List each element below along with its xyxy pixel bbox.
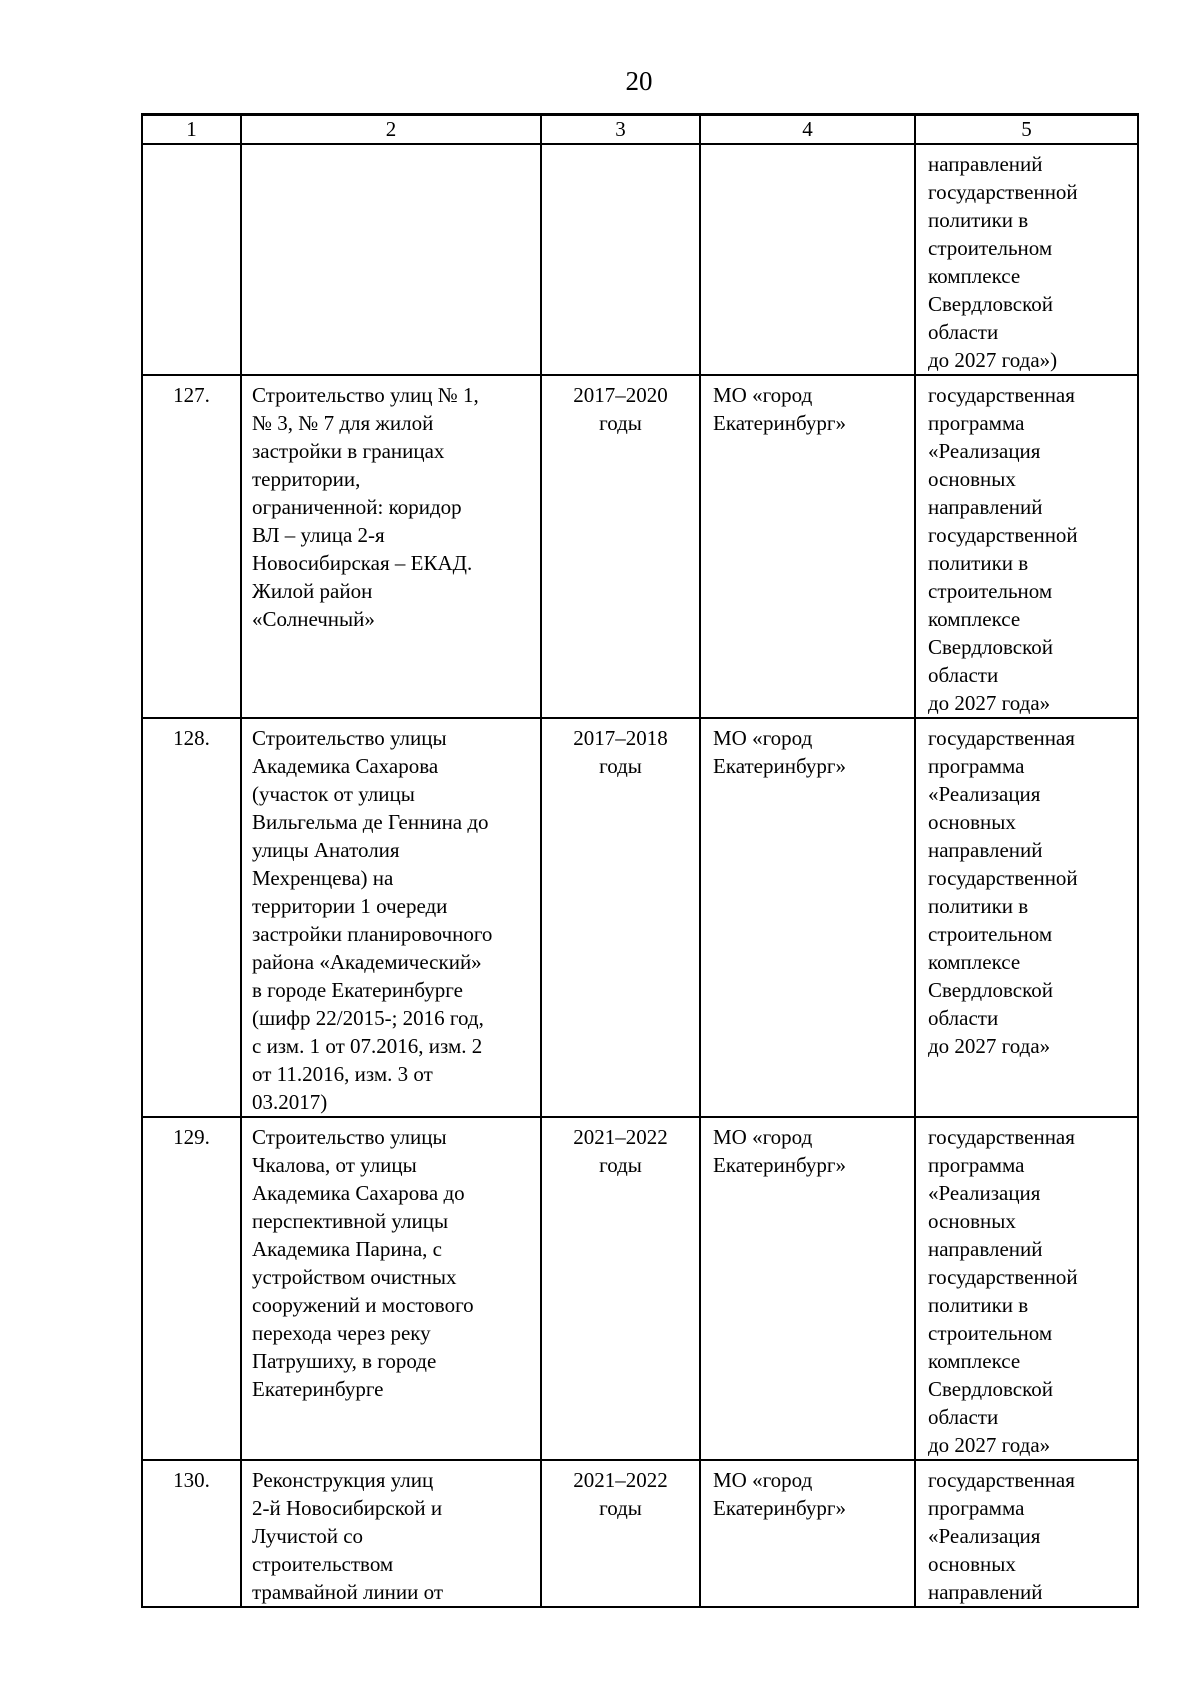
page-number: 20: [625, 66, 653, 96]
column-header-3: 3: [540, 113, 701, 145]
row-number-cell: 130.: [141, 1459, 242, 1608]
row-number-cell: [141, 143, 242, 376]
program-cell: государственная программа «Реализация ос…: [914, 374, 1139, 719]
row-number-cell: 128.: [141, 717, 242, 1118]
column-header-1: 1: [141, 113, 242, 145]
object-name-cell: Строительство улицы Академика Сахарова (…: [240, 717, 542, 1118]
object-name-cell: Строительство улиц № 1, № 3, № 7 для жил…: [240, 374, 542, 719]
municipality-cell: МО «город Екатеринбург»: [699, 1116, 916, 1461]
object-name-cell: [240, 143, 542, 376]
period-cell: 2021–2022 годы: [540, 1459, 701, 1608]
table-row-130: 130. Реконструкция улиц 2-й Новосибирско…: [141, 1459, 1139, 1608]
projects-table: 1 2 3 4 5 направлений государственной по…: [141, 113, 1139, 1608]
object-name-cell: Строительство улицы Чкалова, от улицы Ак…: [240, 1116, 542, 1461]
period-cell: 2021–2022 годы: [540, 1116, 701, 1461]
object-name-cell: Реконструкция улиц 2-й Новосибирской и Л…: [240, 1459, 542, 1608]
program-cell: направлений государственной политики в с…: [914, 143, 1139, 376]
period-cell: 2017–2018 годы: [540, 717, 701, 1118]
municipality-cell: [699, 143, 916, 376]
municipality-cell: МО «город Екатеринбург»: [699, 717, 916, 1118]
table-header-row: 1 2 3 4 5: [141, 113, 1139, 145]
period-cell: 2017–2020 годы: [540, 374, 701, 719]
program-cell: государственная программа «Реализация ос…: [914, 717, 1139, 1118]
row-number-cell: 127.: [141, 374, 242, 719]
column-header-4: 4: [699, 113, 916, 145]
program-cell: государственная программа «Реализация ос…: [914, 1459, 1139, 1608]
municipality-cell: МО «город Екатеринбург»: [699, 374, 916, 719]
period-cell: [540, 143, 701, 376]
municipality-cell: МО «город Екатеринбург»: [699, 1459, 916, 1608]
table-row-127: 127. Строительство улиц № 1, № 3, № 7 дл…: [141, 374, 1139, 719]
column-header-2: 2: [240, 113, 542, 145]
table-row-128: 128. Строительство улицы Академика Сахар…: [141, 717, 1139, 1118]
program-cell: государственная программа «Реализация ос…: [914, 1116, 1139, 1461]
table-row-continuation: направлений государственной политики в с…: [141, 143, 1139, 376]
table-row-129: 129. Строительство улицы Чкалова, от ули…: [141, 1116, 1139, 1461]
row-number-cell: 129.: [141, 1116, 242, 1461]
column-header-5: 5: [914, 113, 1139, 145]
